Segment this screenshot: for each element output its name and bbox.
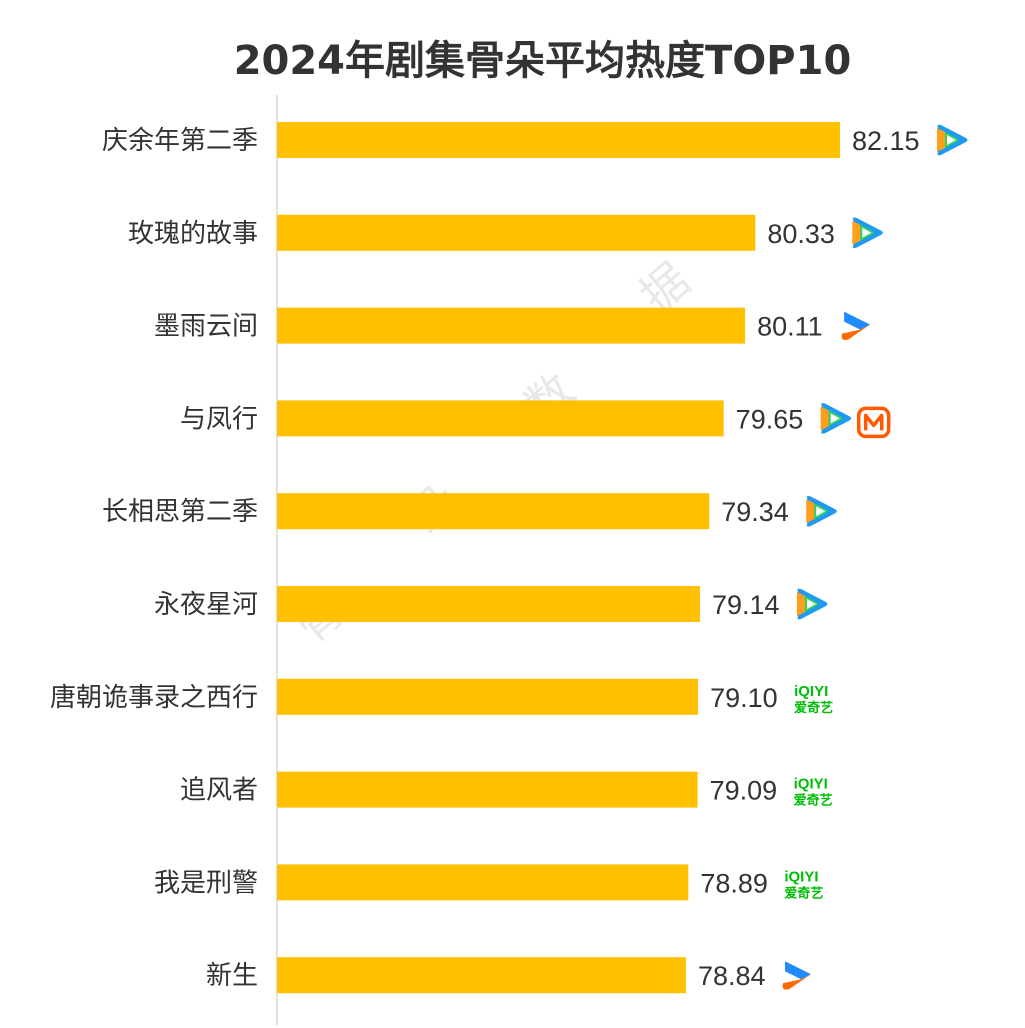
category-label: 玫瑰的故事	[128, 219, 258, 249]
svg-text:iQIYI: iQIYI	[794, 776, 828, 793]
value-label: 82.15	[852, 126, 920, 156]
category-label: 唐朝诡事录之西行	[50, 683, 258, 713]
youku-icon	[841, 311, 871, 340]
tencent-video-icon	[852, 217, 883, 249]
svg-text:爱奇艺: 爱奇艺	[794, 793, 833, 809]
category-label: 与凤行	[180, 404, 258, 434]
bar	[277, 122, 840, 158]
category-label: 追风者	[180, 776, 258, 806]
mango-tv-icon	[856, 406, 891, 439]
svg-text:爱奇艺: 爱奇艺	[784, 885, 823, 901]
bar	[277, 493, 710, 530]
tencent-video-icon	[806, 495, 837, 527]
category-label: 长相思第二季	[102, 497, 258, 527]
value-label: 80.33	[767, 219, 835, 249]
tencent-video-icon	[937, 124, 968, 156]
tencent-video-icon	[820, 403, 852, 434]
category-label: 永夜星河	[154, 590, 258, 620]
svg-text:iQIYI: iQIYI	[784, 868, 818, 885]
chart-title: 2024年剧集骨朵平均热度TOP10	[233, 38, 852, 84]
svg-text:iQIYI: iQIYI	[794, 683, 828, 700]
value-label: 78.89	[700, 868, 768, 898]
value-label: 78.84	[698, 961, 766, 991]
bar	[277, 307, 746, 344]
bar	[277, 864, 689, 901]
value-label: 79.09	[710, 776, 778, 806]
bar	[277, 214, 756, 251]
category-label: 墨雨云间	[154, 312, 258, 342]
youku-icon	[782, 961, 811, 990]
value-label: 80.11	[757, 312, 823, 342]
category-label: 庆余年第二季	[102, 126, 258, 156]
bar	[277, 400, 724, 437]
category-label: 新生	[206, 961, 258, 991]
svg-text:爱奇艺: 爱奇艺	[794, 700, 833, 716]
tencent-video-icon	[796, 588, 828, 620]
bar	[277, 678, 699, 715]
bar	[277, 957, 686, 994]
value-label: 79.34	[721, 497, 789, 527]
value-label: 79.65	[736, 404, 804, 434]
value-label: 79.10	[710, 683, 778, 713]
category-label: 我是刑警	[154, 868, 258, 898]
value-label: 79.14	[712, 590, 780, 620]
bar	[277, 771, 698, 808]
bar	[277, 586, 700, 622]
